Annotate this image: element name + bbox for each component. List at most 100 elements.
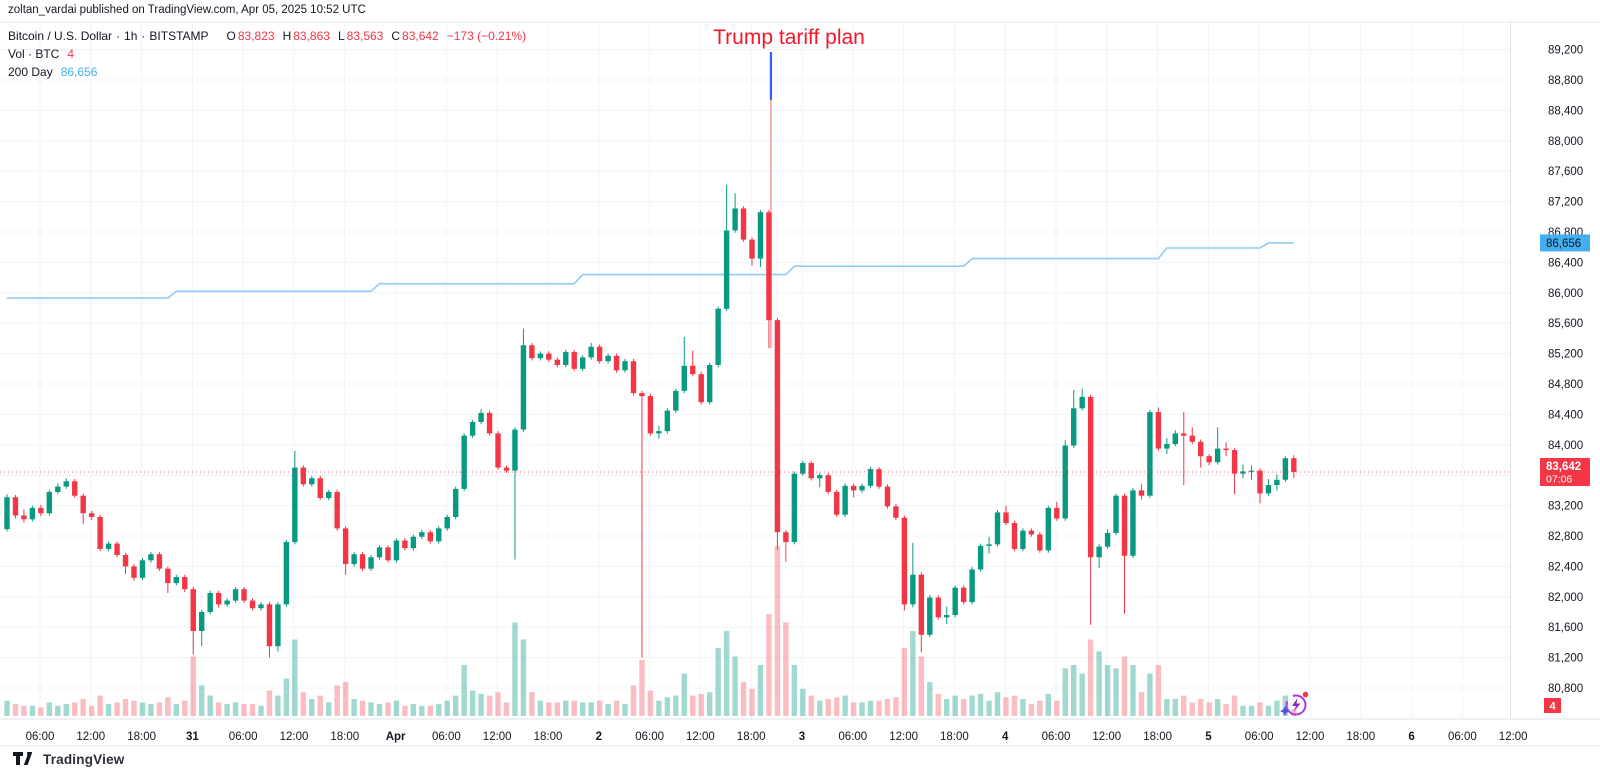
time-axis[interactable]: 06:00 12:00 18:00 31 06:00 12:00 18:00 Apr 06:00… — [26, 731, 1528, 743]
time-tick-label: 4 — [1002, 731, 1009, 743]
exchange-label: BITSTAMP — [149, 29, 209, 43]
candle-body — [766, 212, 772, 321]
interval-label[interactable]: 1h — [124, 29, 138, 43]
candle-body — [1113, 495, 1119, 533]
candle-body — [622, 361, 628, 371]
volume-bar — [817, 700, 823, 716]
candle-body — [1028, 530, 1035, 535]
candle-body — [55, 486, 61, 492]
time-tick-label: 12:00 — [76, 731, 105, 743]
time-tick-label: 06:00 — [26, 731, 55, 743]
candle-body — [842, 485, 848, 515]
candle-body — [893, 506, 899, 518]
candle-body — [38, 507, 44, 514]
volume-bar — [766, 614, 772, 716]
svg-text:07:06: 07:06 — [1546, 474, 1572, 486]
volume-bar — [72, 702, 78, 716]
candle-body — [393, 540, 400, 561]
candle-body — [783, 532, 789, 543]
price-time-gridlines — [0, 22, 1510, 719]
volume-bar — [605, 704, 611, 716]
candle-body — [749, 239, 755, 259]
volume-bar — [1071, 665, 1077, 716]
volume-bar — [681, 673, 687, 716]
volume-bar — [1240, 705, 1246, 716]
candle-body — [1181, 433, 1187, 436]
tradingview-logo[interactable]: TradingView — [13, 751, 124, 767]
volume-bar — [850, 702, 857, 716]
price-tick-label: 80,800 — [1548, 683, 1583, 695]
candle-body — [283, 542, 290, 605]
svg-text:4: 4 — [1549, 701, 1556, 713]
volume-bar — [1198, 699, 1204, 716]
candle-body — [199, 611, 205, 631]
time-tick-label: 2 — [596, 731, 602, 743]
axis-separators — [0, 21, 1600, 747]
volume-bar — [63, 704, 69, 716]
candle-body — [639, 393, 645, 397]
volume-bar — [1291, 709, 1297, 716]
volume-bar — [393, 700, 400, 716]
candle-body — [249, 600, 256, 609]
candle-body — [706, 364, 713, 403]
candle-body — [673, 390, 679, 411]
volume-bar — [1121, 656, 1128, 716]
volume-bar — [266, 690, 273, 716]
volume-bar — [656, 700, 662, 716]
volume-bar — [1003, 697, 1009, 716]
candle-body — [927, 597, 933, 635]
volume-bar — [901, 648, 908, 716]
volume-bar — [292, 639, 298, 716]
volume-bar — [808, 695, 814, 716]
candle-body — [131, 566, 137, 578]
candle-body — [4, 497, 10, 530]
volume-bar — [1147, 673, 1153, 716]
candle-body — [596, 346, 603, 362]
change-value: −173 (−0.21%) — [446, 29, 527, 43]
candle-body — [520, 345, 527, 430]
candle-body — [1172, 433, 1179, 445]
lightning-event-icon[interactable] — [1280, 691, 1309, 719]
candle-body — [969, 569, 975, 603]
time-tick-label: 18:00 — [737, 731, 766, 743]
volume-bar — [317, 695, 323, 716]
candle-body — [876, 469, 882, 487]
price-tick-label: 88,400 — [1548, 105, 1583, 117]
volume-bar — [588, 702, 594, 716]
candle-body — [444, 516, 450, 529]
open-value: 83,823 — [237, 29, 275, 43]
candle-body — [300, 467, 307, 485]
volume-bar — [520, 639, 527, 716]
annotation-label[interactable]: Trump tariff plan — [713, 26, 865, 49]
volume-bar — [385, 702, 391, 716]
time-tick-label: 06:00 — [838, 731, 867, 743]
volume-bar — [215, 702, 222, 716]
volume-bar — [664, 697, 671, 716]
volume-bar — [563, 700, 569, 716]
price-tick-label: 81,200 — [1548, 653, 1583, 665]
candle-body — [1079, 396, 1085, 409]
volume-bar — [444, 700, 450, 716]
volume-bar — [368, 702, 374, 716]
candle-body — [97, 516, 103, 549]
ma-legend-row: 200 Day 86,656 — [8, 63, 526, 81]
volume-bar — [80, 699, 86, 716]
volume-bar — [334, 685, 340, 716]
candle-body — [105, 543, 112, 549]
volume-bar — [927, 682, 933, 716]
ma-label: 200 Day — [8, 65, 53, 79]
volume-bar — [1045, 693, 1052, 716]
volume-bar — [893, 697, 899, 716]
candle-body — [317, 478, 323, 498]
price-axis[interactable]: 89,20088,80088,40088,00087,60087,20086,8… — [1548, 45, 1583, 695]
candle-body — [1045, 507, 1052, 551]
volume-bar — [495, 692, 501, 716]
volume-bar — [630, 685, 637, 716]
candle-body — [1231, 450, 1238, 474]
time-tick-label: 3 — [799, 731, 805, 743]
volume-bar — [55, 705, 61, 716]
volume-bar — [173, 704, 180, 716]
volume-bar — [503, 702, 510, 716]
time-tick-label: 5 — [1205, 731, 1212, 743]
